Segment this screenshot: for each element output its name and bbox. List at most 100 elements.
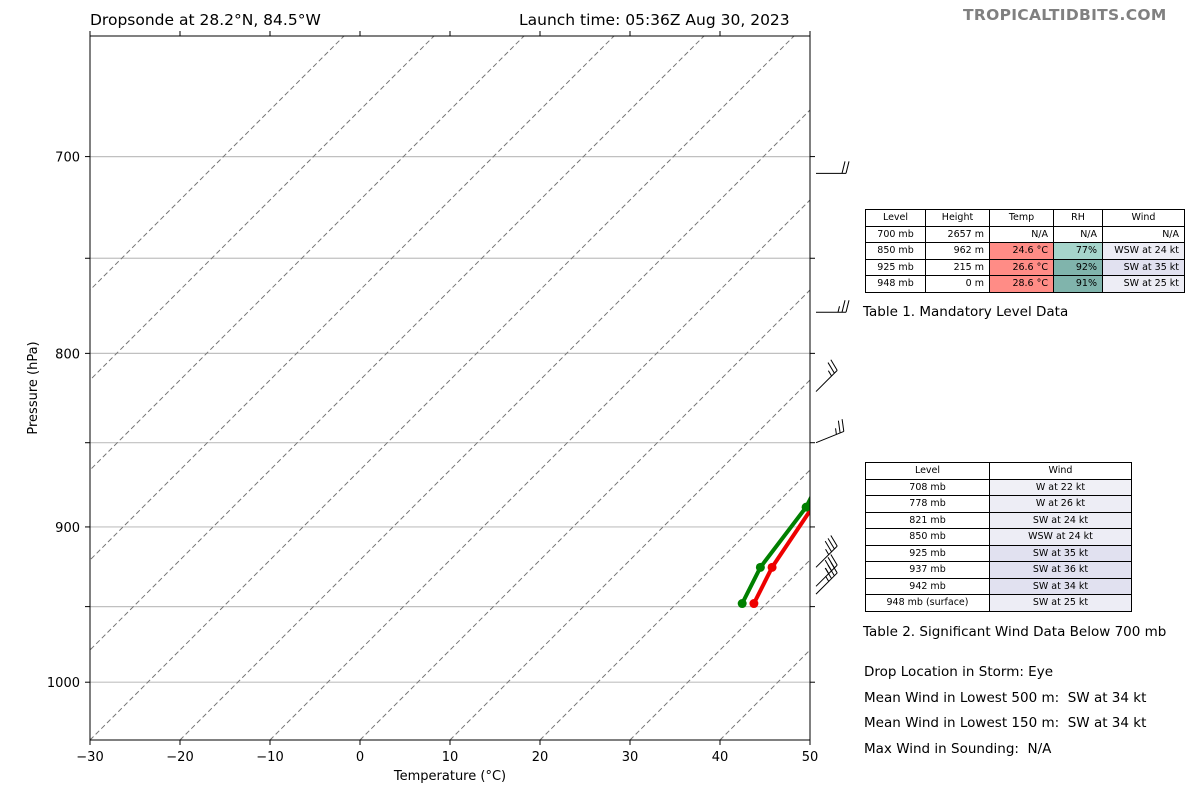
- table-header-row: Level Wind: [865, 462, 1132, 480]
- cell-level: 850 mb: [865, 528, 990, 546]
- table-header-row: Level Height Temp RH Wind: [865, 209, 1185, 227]
- sounding-traces: [737, 495, 810, 609]
- x-tick-label: 10: [442, 750, 459, 765]
- wind-barb-feather: [830, 359, 838, 371]
- table-row: 850 mb 962 m 24.6 °C 77% WSW at 24 kt: [865, 242, 1185, 260]
- wind-barb-half-feather: [827, 370, 832, 377]
- mandatory-level-table: Level Height Temp RH Wind 700 mb 2657 m …: [865, 209, 1185, 293]
- wind-barb: [816, 161, 850, 174]
- table-row: 708 mb W at 22 kt: [865, 478, 1132, 496]
- drop-location-text: Drop Location in Storm: Eye: [864, 664, 1054, 680]
- wind-barb-feather: [830, 562, 838, 574]
- temperature-trace-point: [749, 599, 759, 609]
- mean-wind-500-text: Mean Wind in Lowest 500 m: SW at 34 kt: [864, 690, 1147, 706]
- cell-wind: SW at 25 kt: [1102, 275, 1185, 293]
- isotherm-line: [719, 649, 810, 740]
- cell-wind: W at 26 kt: [989, 495, 1132, 513]
- cell-wind: WSW at 24 kt: [989, 528, 1132, 546]
- cell-level: 948 mb: [865, 275, 926, 293]
- cell-wind: WSW at 24 kt: [1102, 242, 1185, 260]
- wind-barbs: [815, 161, 850, 595]
- cell-height: 2657 m: [925, 225, 990, 243]
- wind-barb: [816, 300, 850, 313]
- cell-temp: 28.6 °C: [989, 275, 1054, 293]
- x-tick-label: 0: [356, 750, 364, 765]
- y-tick-label: 700: [55, 151, 80, 166]
- table2-caption: Table 2. Significant Wind Data Below 700…: [863, 624, 1167, 640]
- isotherm-line: [449, 379, 810, 740]
- cell-height: 962 m: [925, 242, 990, 260]
- wind-barb-staff: [815, 431, 845, 444]
- x-axis-label: Temperature (°C): [393, 769, 506, 784]
- cell-level: 850 mb: [865, 242, 926, 260]
- cell-level: 708 mb: [865, 478, 990, 496]
- wind-barb-feather: [827, 564, 835, 577]
- table-row: 948 mb 0 m 28.6 °C 91% SW at 25 kt: [865, 275, 1185, 293]
- wind-barb-feather: [845, 300, 850, 313]
- header-level: Level: [865, 462, 990, 480]
- wind-barb-feather: [827, 362, 835, 374]
- table-row: 778 mb W at 26 kt: [865, 495, 1132, 513]
- wind-barb-feather: [841, 300, 846, 313]
- wind-barb-feather: [830, 535, 838, 547]
- wind-barb-feather: [824, 567, 832, 579]
- isotherm-line: [179, 109, 810, 740]
- header-height: Height: [925, 209, 990, 227]
- cell-level: 948 mb (surface): [865, 594, 990, 612]
- table-row: 700 mb 2657 m N/A N/A N/A: [865, 225, 1185, 243]
- cell-height: 0 m: [925, 275, 990, 293]
- chart-title: Dropsonde at 28.2°N, 84.5°W: [90, 11, 321, 29]
- table-row: 942 mb SW at 34 kt: [865, 577, 1132, 595]
- wind-barb: [815, 535, 838, 568]
- wind-barb-half-feather: [837, 306, 840, 313]
- isotherm-line: [90, 36, 615, 561]
- isotherm-line: [269, 199, 810, 740]
- x-tick-label: −30: [76, 750, 103, 765]
- cell-level: 942 mb: [865, 577, 990, 595]
- dewpoint-trace-point: [755, 562, 765, 572]
- table-row: 925 mb SW at 35 kt: [865, 544, 1132, 562]
- axis-ticks: −30 −20 −10 0 10 20 30 40 50 700 800 900 1000: [47, 31, 818, 765]
- isotherm-line: [90, 36, 525, 471]
- dry-isotherms: [90, 36, 810, 740]
- isotherm-line: [90, 36, 705, 651]
- wind-barb-feather: [837, 420, 841, 434]
- header-wind: Wind: [1102, 209, 1185, 227]
- wind-barb-feather: [827, 538, 835, 550]
- y-axis-label: Pressure (hPa): [26, 341, 41, 434]
- y-tick-label: 1000: [47, 676, 80, 691]
- x-tick-label: −20: [166, 750, 193, 765]
- y-tick-label: 800: [55, 347, 80, 362]
- pressure-gridlines: [90, 155, 810, 683]
- cell-rh: 77%: [1053, 242, 1103, 260]
- wind-barb-feather: [845, 161, 850, 174]
- cell-temp: 26.6 °C: [989, 258, 1054, 276]
- y-tick-label: 900: [55, 521, 80, 536]
- cell-temp: N/A: [989, 225, 1054, 243]
- wind-barb-half-feather: [825, 575, 830, 582]
- dewpoint-trace-point: [801, 502, 810, 512]
- cell-wind: SW at 35 kt: [989, 544, 1132, 562]
- max-wind-text: Max Wind in Sounding: N/A: [864, 741, 1052, 757]
- cell-level: 700 mb: [865, 225, 926, 243]
- wind-barb-feather: [830, 554, 838, 566]
- cell-wind: SW at 34 kt: [989, 577, 1132, 595]
- header-level: Level: [865, 209, 926, 227]
- table-row: 937 mb SW at 36 kt: [865, 561, 1132, 579]
- launch-time: Launch time: 05:36Z Aug 30, 2023: [519, 11, 790, 29]
- table-row: 850 mb WSW at 24 kt: [865, 528, 1132, 546]
- header-rh: RH: [1053, 209, 1103, 227]
- cell-level: 937 mb: [865, 561, 990, 579]
- wind-barb-feather: [841, 161, 846, 174]
- wind-barb-staff: [815, 369, 838, 392]
- cell-wind: W at 22 kt: [989, 478, 1132, 496]
- wind-barb-half-feather: [825, 549, 830, 555]
- mean-wind-150-text: Mean Wind in Lowest 150 m: SW at 34 kt: [864, 715, 1147, 731]
- plot-frame: [89, 35, 811, 741]
- x-tick-label: 20: [532, 750, 549, 765]
- x-tick-label: 40: [712, 750, 729, 765]
- cell-rh: 92%: [1053, 258, 1103, 276]
- temperature-trace: [752, 507, 810, 605]
- table-row: 821 mb SW at 24 kt: [865, 511, 1132, 529]
- cell-level: 821 mb: [865, 511, 990, 529]
